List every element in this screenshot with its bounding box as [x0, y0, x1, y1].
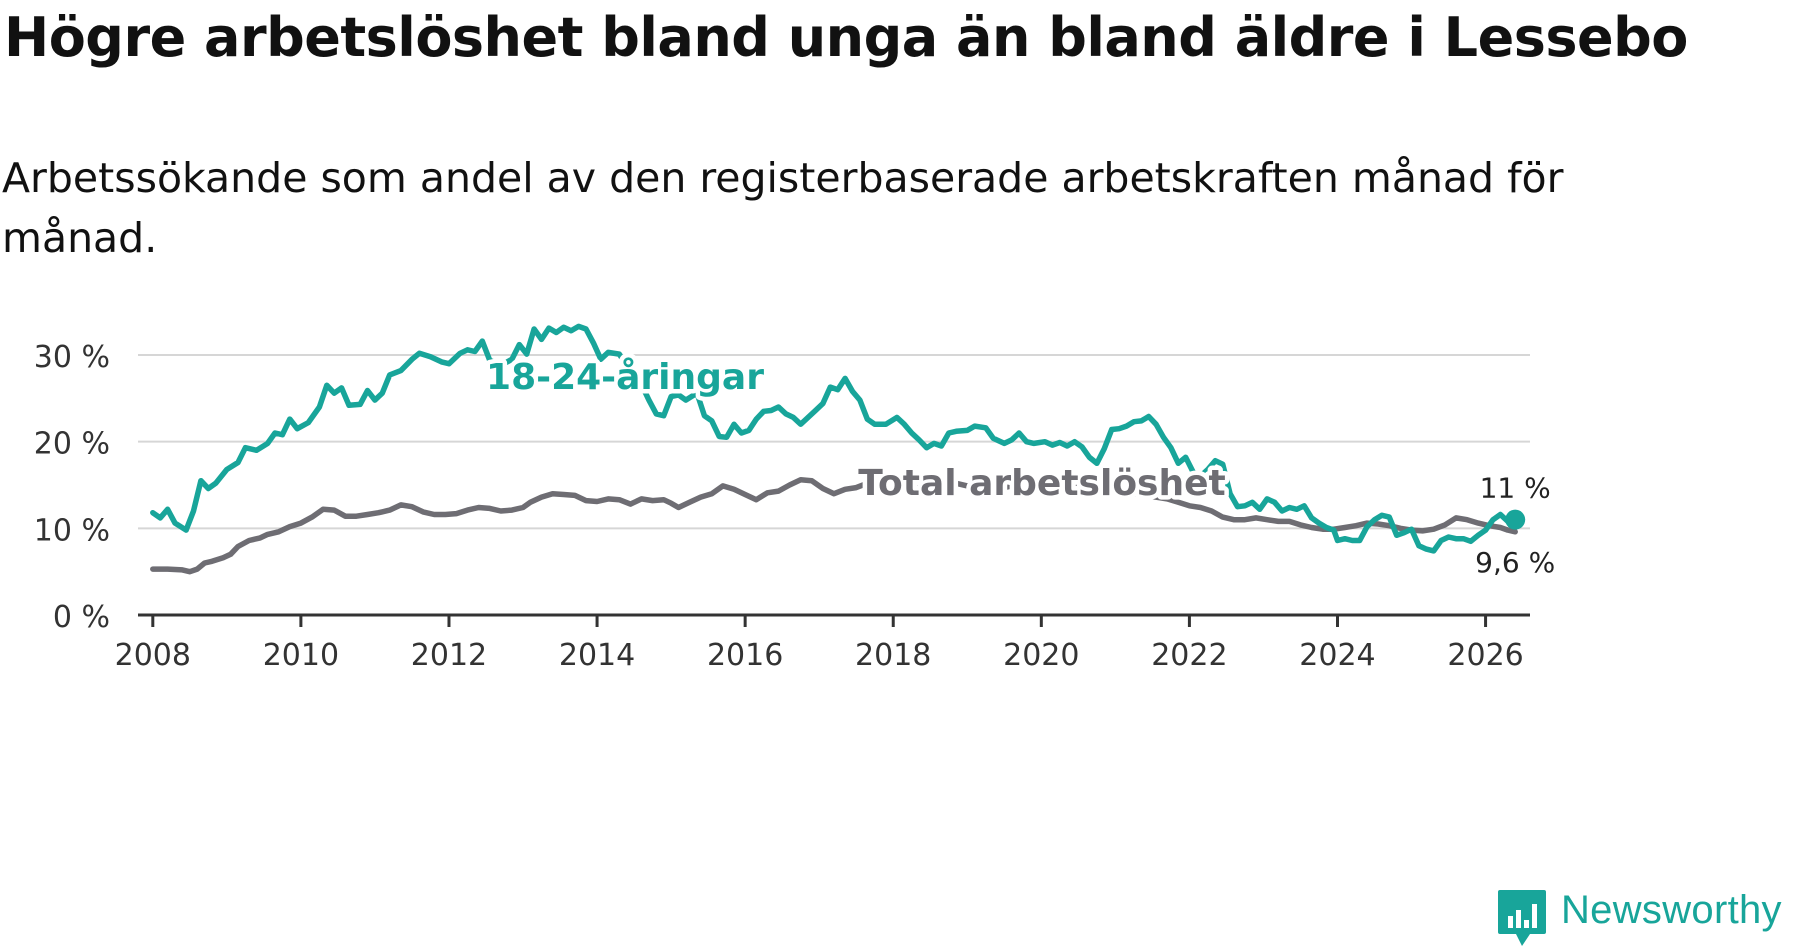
youth-end-marker — [1505, 509, 1526, 530]
end-label-total: 9,6 % — [1475, 546, 1555, 579]
series-line-youth — [150, 323, 1518, 554]
y-tick-label: 30 % — [34, 340, 110, 375]
series-label-total: Total arbetslöshet — [858, 463, 1226, 504]
y-tick-label: 10 % — [34, 513, 110, 548]
y-tick-label: 20 % — [34, 427, 110, 462]
x-tick-label: 2026 — [1447, 638, 1523, 673]
x-axis-ticks: 2008 2010 2012 2014 2016 2018 2020 2022 2024 2026 — [115, 613, 1530, 673]
series-lines — [150, 323, 1518, 575]
x-tick-label: 2018 — [855, 638, 931, 673]
brand-name: Newsworthy — [1561, 888, 1782, 932]
series-label-total-halo: Total arbetslöshet — [858, 463, 1226, 504]
series-label-youth-halo: 18-24-åringar — [486, 357, 764, 398]
newsworthy-logo-icon — [1498, 890, 1546, 946]
x-tick-label: 2022 — [1151, 638, 1227, 673]
x-tick-label: 2016 — [707, 638, 783, 673]
y-axis-ticks: 0 % 10 % 20 % 30 % — [34, 340, 110, 635]
x-tick-label: 2008 — [115, 638, 191, 673]
x-tick-label: 2024 — [1299, 638, 1375, 673]
y-tick-label: 0 % — [53, 600, 110, 635]
chart-subtitle: Arbetssökande som andel av den registerb… — [2, 154, 1564, 262]
end-label-youth-halo: 11 % — [1480, 472, 1551, 505]
page-title: Högre arbetslöshet bland unga än bland ä… — [4, 6, 1688, 69]
end-label-total-halo: 9,6 % — [1475, 546, 1555, 579]
end-label-youth: 11 % — [1480, 472, 1551, 505]
x-tick-label: 2014 — [559, 638, 635, 673]
x-tick-label: 2012 — [411, 638, 487, 673]
series-line-total — [150, 475, 1518, 575]
series-label-youth: 18-24-åringar — [486, 357, 764, 398]
x-tick-label: 2010 — [263, 638, 339, 673]
x-tick-label: 2020 — [1003, 638, 1079, 673]
gridlines — [138, 354, 1530, 530]
